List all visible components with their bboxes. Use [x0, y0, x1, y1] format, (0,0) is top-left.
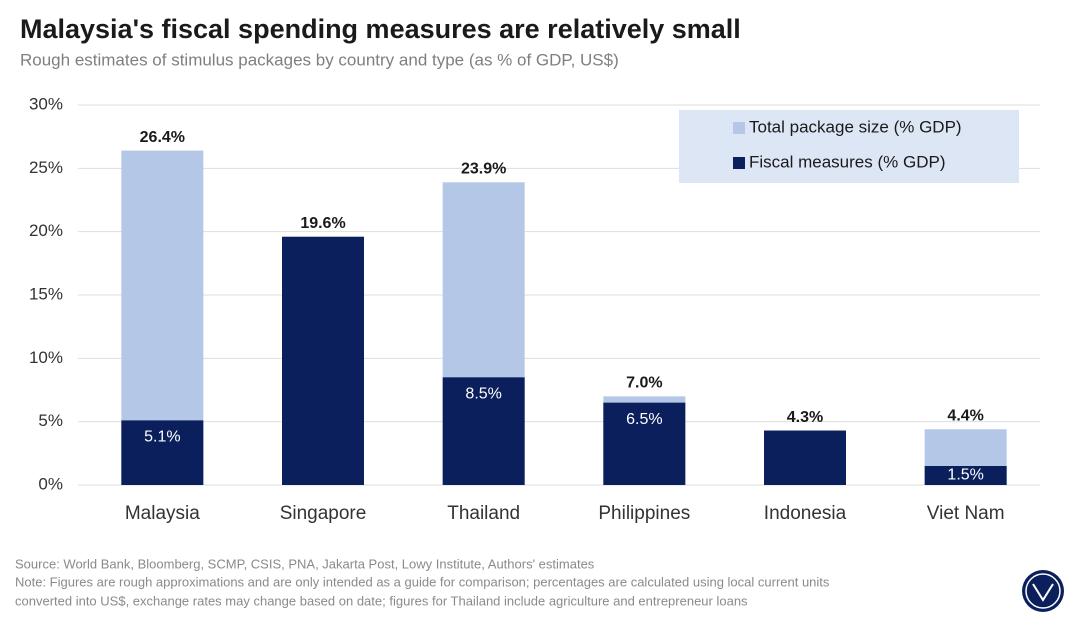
x-tick-label: Singapore	[280, 503, 367, 524]
chart-subtitle: Rough estimates of stimulus packages by …	[20, 50, 619, 69]
y-tick-label: 0%	[38, 474, 63, 493]
y-tick-label: 5%	[38, 411, 63, 430]
bar	[442, 377, 525, 485]
x-tick-label: Viet Nam	[927, 503, 1005, 524]
data-label: 7.0%	[626, 375, 662, 392]
x-tick-label: Philippines	[598, 503, 690, 524]
data-label: 4.4%	[947, 407, 983, 424]
bar	[282, 236, 364, 485]
data-label: 1.5%	[947, 467, 983, 484]
logo	[1022, 570, 1064, 612]
data-label: 4.3%	[787, 409, 823, 426]
y-tick-label: 10%	[29, 348, 63, 367]
data-label: 23.9%	[461, 160, 506, 177]
note: converted into US$, exchange rates may c…	[15, 593, 748, 608]
y-tick-label: 25%	[29, 158, 63, 177]
bar	[764, 430, 846, 485]
data-label: 8.5%	[465, 386, 501, 403]
data-label: 19.6%	[300, 215, 345, 232]
y-tick-label: 30%	[29, 94, 63, 113]
note: Note: Figures are rough approximations a…	[15, 574, 830, 589]
data-label: 26.4%	[140, 129, 185, 146]
legend-label: Fiscal measures (% GDP)	[749, 152, 945, 171]
source: Source: World Bank, Bloomberg, SCMP, CSI…	[15, 556, 595, 571]
legend-label: Total package size (% GDP)	[749, 117, 962, 136]
chart-title: Malaysia's fiscal spending measures are …	[20, 14, 741, 44]
legend-marker	[733, 122, 745, 134]
bar	[121, 420, 204, 485]
bar	[924, 466, 1007, 485]
bar	[603, 402, 686, 485]
y-tick-label: 15%	[29, 284, 63, 303]
y-tick-label: 20%	[29, 221, 63, 240]
data-label: 5.1%	[144, 429, 180, 446]
data-label: 6.5%	[626, 411, 662, 428]
legend-marker	[733, 157, 745, 169]
x-tick-label: Malaysia	[125, 503, 200, 524]
x-tick-label: Indonesia	[764, 503, 847, 524]
x-tick-label: Thailand	[447, 503, 520, 524]
